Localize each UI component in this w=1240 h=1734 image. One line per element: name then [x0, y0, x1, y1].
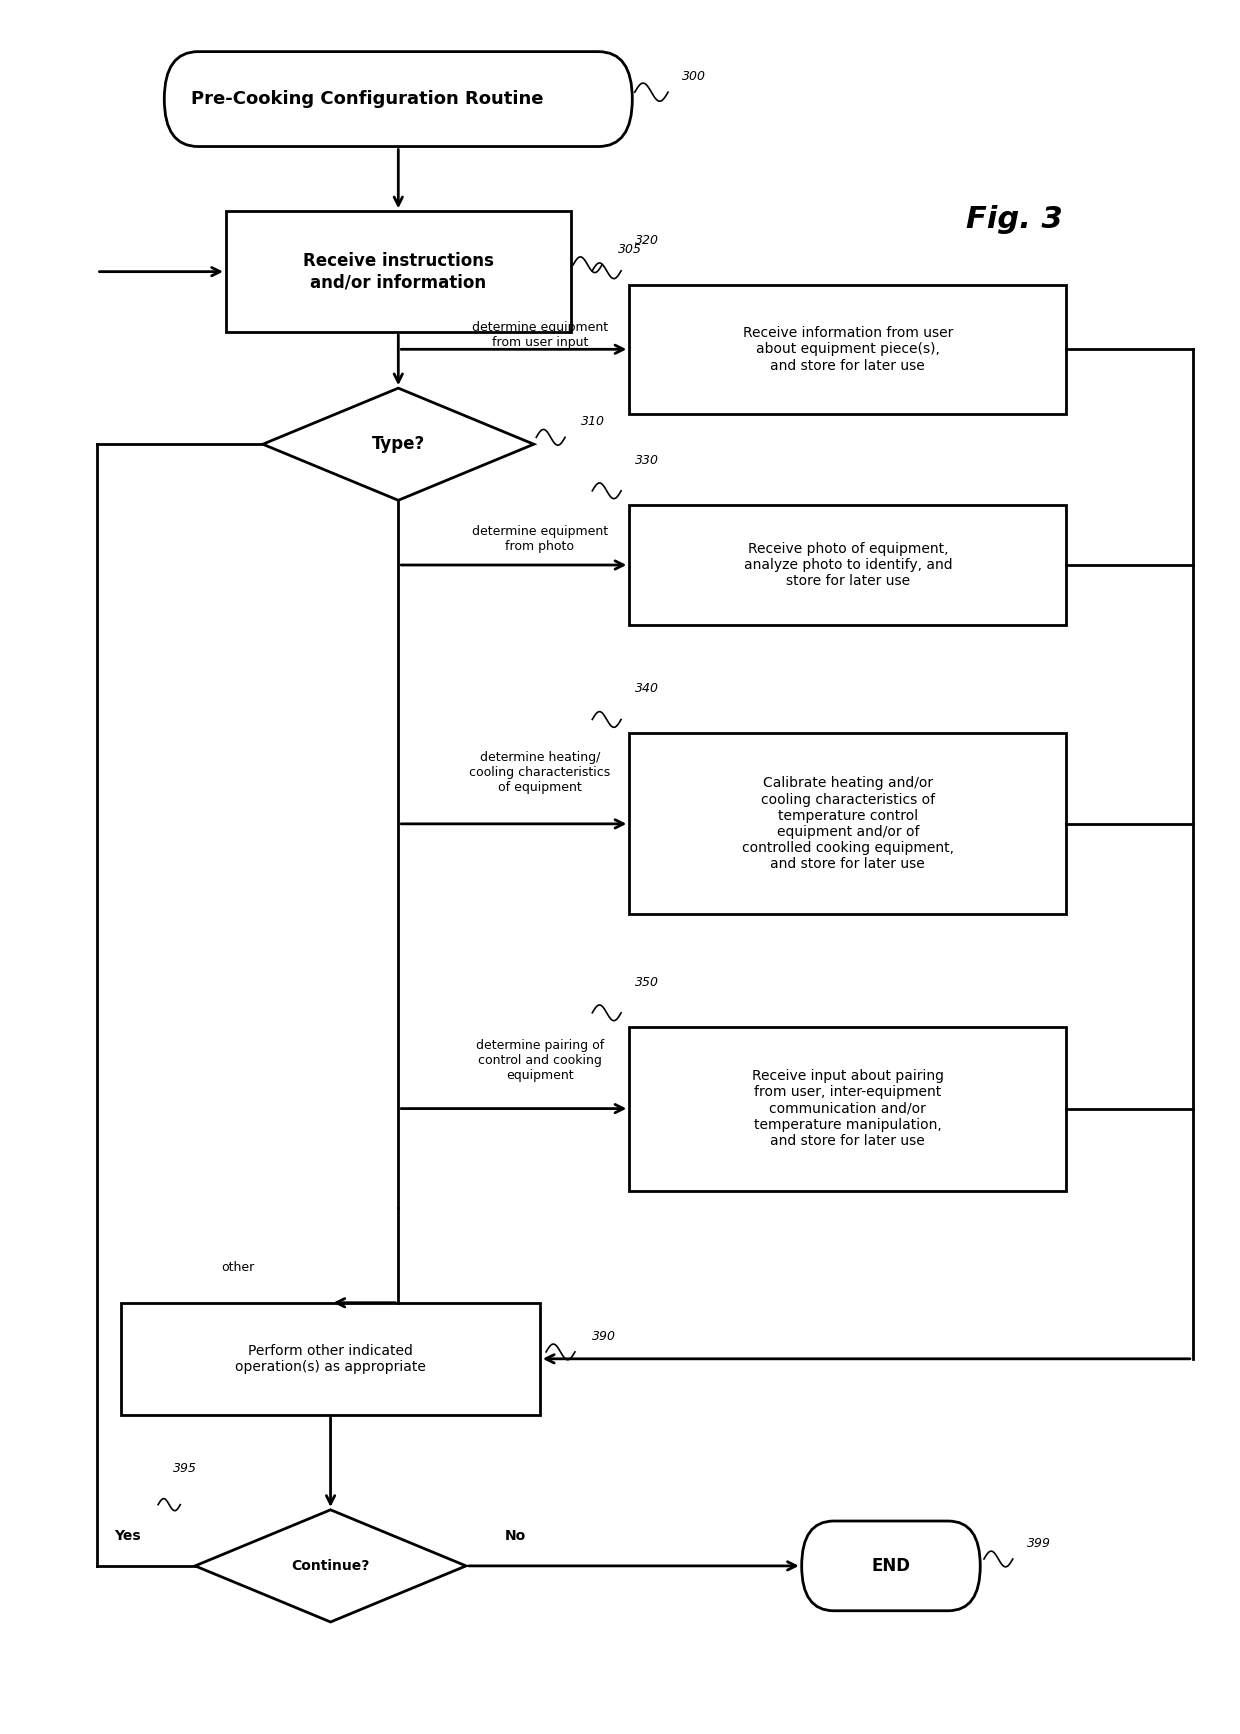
Text: determine heating/
cooling characteristics
of equipment: determine heating/ cooling characteristi… [469, 751, 610, 794]
Text: Type?: Type? [372, 435, 425, 453]
Text: Fig. 3: Fig. 3 [966, 205, 1063, 234]
Text: Receive information from user
about equipment piece(s),
and store for later use: Receive information from user about equi… [743, 326, 954, 373]
FancyBboxPatch shape [629, 1027, 1066, 1191]
Text: 300: 300 [682, 69, 706, 83]
Text: 310: 310 [580, 414, 605, 428]
Text: 399: 399 [1027, 1536, 1052, 1550]
FancyBboxPatch shape [629, 505, 1066, 626]
Text: Continue?: Continue? [291, 1559, 370, 1573]
Text: 390: 390 [591, 1330, 616, 1342]
Text: 340: 340 [635, 681, 660, 695]
Polygon shape [195, 1510, 466, 1621]
FancyBboxPatch shape [802, 1521, 981, 1611]
Text: determine equipment
from user input: determine equipment from user input [472, 321, 608, 350]
Text: 330: 330 [635, 454, 660, 466]
Text: Pre-Cooking Configuration Routine: Pre-Cooking Configuration Routine [191, 90, 544, 108]
Text: Calibrate heating and/or
cooling characteristics of
temperature control
equipmen: Calibrate heating and/or cooling charact… [742, 777, 954, 872]
Polygon shape [263, 388, 533, 501]
Text: Receive photo of equipment,
analyze photo to identify, and
store for later use: Receive photo of equipment, analyze phot… [744, 541, 952, 588]
FancyBboxPatch shape [122, 1302, 539, 1415]
Text: 320: 320 [635, 234, 660, 246]
Text: determine equipment
from photo: determine equipment from photo [472, 525, 608, 553]
Text: 305: 305 [618, 243, 641, 255]
Text: Yes: Yes [114, 1529, 140, 1543]
Text: END: END [872, 1557, 910, 1574]
Text: 395: 395 [172, 1462, 197, 1476]
Text: determine pairing of
control and cooking
equipment: determine pairing of control and cooking… [476, 1039, 604, 1082]
FancyBboxPatch shape [226, 212, 570, 331]
FancyBboxPatch shape [164, 52, 632, 147]
Text: Receive instructions
and/or information: Receive instructions and/or information [303, 251, 494, 291]
FancyBboxPatch shape [629, 733, 1066, 914]
Text: other: other [222, 1261, 254, 1274]
Text: No: No [505, 1529, 526, 1543]
FancyBboxPatch shape [629, 284, 1066, 414]
Text: 350: 350 [635, 976, 660, 988]
Text: Receive input about pairing
from user, inter-equipment
communication and/or
temp: Receive input about pairing from user, i… [751, 1070, 944, 1148]
Text: Perform other indicated
operation(s) as appropriate: Perform other indicated operation(s) as … [236, 1344, 427, 1373]
